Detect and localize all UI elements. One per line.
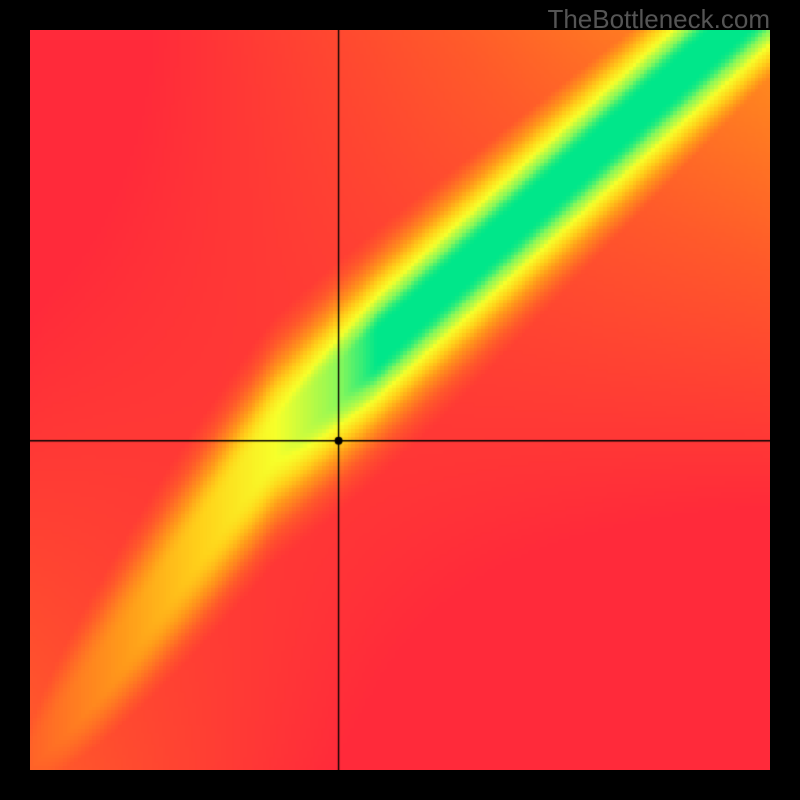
- bottleneck-heatmap: [30, 30, 770, 770]
- chart-container: TheBottleneck.com: [0, 0, 800, 800]
- watermark-text: TheBottleneck.com: [547, 4, 770, 35]
